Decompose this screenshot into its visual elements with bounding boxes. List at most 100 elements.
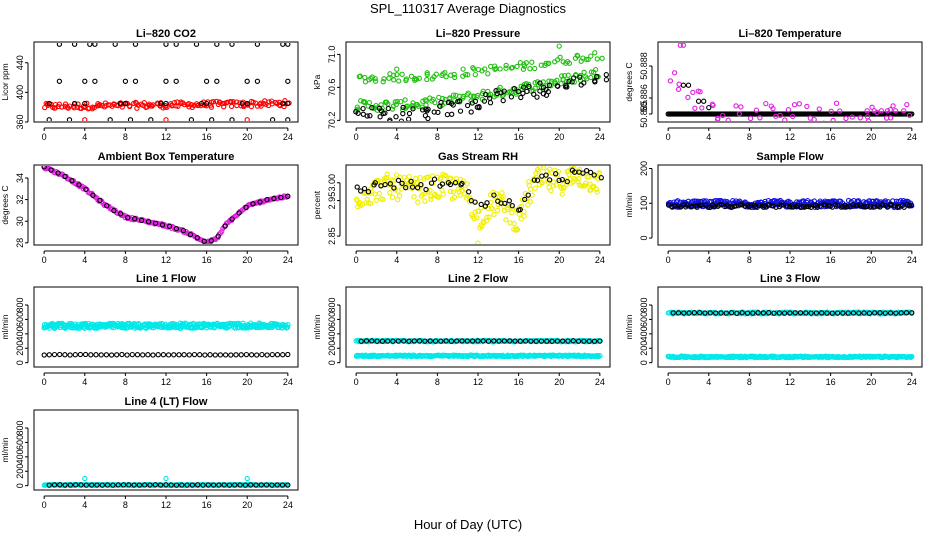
data-point [253, 482, 259, 488]
data-point [869, 104, 875, 110]
data-point [564, 178, 570, 185]
x-tick-label: 16 [514, 132, 524, 142]
data-point [546, 177, 553, 183]
data-point [236, 210, 242, 216]
points-layer [665, 309, 915, 361]
data-point [145, 219, 152, 225]
panel-5: Sample Flow 0 4 8 12 16 20 24 0 100 200 ml/min [624, 151, 923, 265]
data-point [97, 197, 103, 204]
x-tick-label: 8 [435, 377, 440, 387]
data-point [158, 100, 164, 107]
data-point [534, 79, 541, 85]
data-point [489, 205, 495, 212]
x-tick-label: 12 [161, 377, 171, 387]
data-point [56, 78, 63, 84]
data-point [502, 200, 508, 207]
data-point [394, 66, 400, 72]
data-point [393, 101, 399, 108]
data-point [152, 220, 159, 226]
data-point [546, 82, 553, 89]
panel-title: Gas Stream RH [438, 151, 518, 163]
data-point [264, 352, 270, 358]
data-point [279, 482, 286, 488]
data-point [580, 55, 586, 61]
x-tick-label: 12 [473, 132, 483, 142]
data-point [525, 202, 531, 208]
data-point [736, 111, 742, 117]
y-tick-label: 50.888 [639, 52, 649, 80]
data-point [254, 43, 261, 47]
data-point [387, 118, 393, 121]
data-point [205, 482, 211, 488]
data-point [534, 177, 541, 183]
data-point [362, 74, 368, 81]
data-point [398, 118, 405, 121]
data-point [393, 114, 399, 120]
data-point [690, 89, 696, 96]
data-point [494, 191, 500, 197]
data-point [208, 102, 214, 108]
data-point [400, 110, 406, 117]
data-point [509, 210, 515, 216]
data-point [396, 78, 402, 84]
data-point [432, 99, 438, 106]
x-tick-label: 12 [473, 377, 483, 387]
panel-0: Li–820 CO2 0 4 8 12 16 20 24 360 400 440 Licor ppm [0, 28, 299, 142]
x-tick-label: 16 [826, 132, 836, 142]
data-point [501, 338, 508, 344]
data-point [531, 177, 538, 183]
plot-frame [345, 286, 611, 368]
data-point [365, 189, 372, 195]
data-point [186, 352, 192, 358]
data-point [419, 191, 426, 198]
plot-frame [657, 164, 923, 246]
data-point [233, 213, 240, 219]
data-point [780, 202, 787, 208]
data-point [210, 99, 217, 105]
data-point [472, 199, 478, 205]
data-point [114, 352, 120, 358]
data-point [254, 78, 261, 84]
data-point [382, 110, 388, 116]
data-point [581, 69, 587, 75]
data-point [803, 310, 809, 316]
data-point [447, 188, 453, 195]
data-point [508, 65, 515, 71]
data-point [706, 104, 712, 111]
data-point [496, 338, 502, 344]
data-point [229, 43, 235, 47]
plot-frame [345, 41, 611, 123]
data-point [244, 100, 250, 107]
x-tick-label: 20 [242, 132, 252, 142]
x-tick-label: 24 [595, 255, 605, 265]
data-point [698, 354, 705, 360]
data-point [866, 310, 873, 316]
data-point [545, 60, 552, 66]
x-tick-label: 0 [42, 132, 47, 142]
data-point [416, 338, 423, 344]
data-point [595, 353, 601, 359]
data-point [509, 205, 515, 211]
y-tick-label: 200 [327, 341, 337, 356]
data-point [685, 94, 691, 101]
data-point [561, 185, 567, 191]
data-point [592, 79, 598, 85]
data-point [597, 338, 603, 344]
data-point [474, 215, 480, 221]
data-point [52, 105, 58, 111]
data-point [561, 72, 568, 79]
data-point [565, 338, 571, 344]
data-point [492, 63, 498, 69]
data-point [77, 351, 84, 358]
data-point [380, 79, 386, 85]
data-point [67, 352, 73, 358]
data-point [856, 310, 862, 316]
data-point [202, 352, 208, 358]
data-point [439, 181, 446, 187]
data-point [437, 103, 443, 109]
data-point [176, 352, 182, 358]
data-point [697, 89, 703, 95]
data-point [157, 482, 164, 488]
data-point [437, 175, 444, 181]
